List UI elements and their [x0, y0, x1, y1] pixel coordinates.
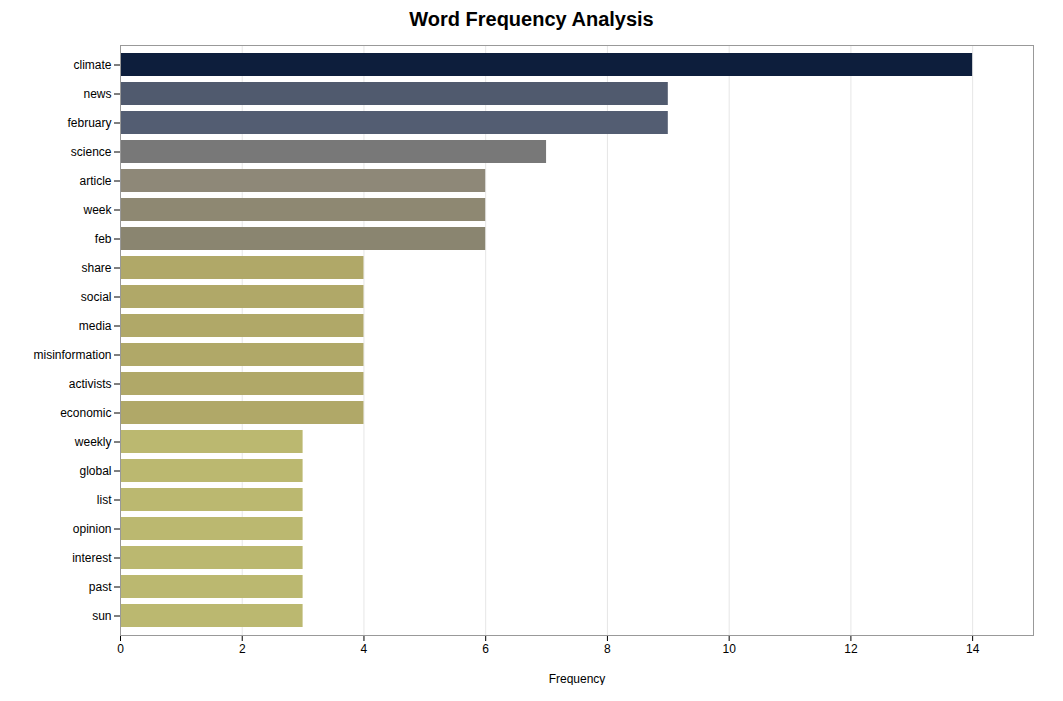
- svg-text:news: news: [83, 87, 111, 101]
- svg-text:social: social: [81, 290, 112, 304]
- svg-text:past: past: [89, 580, 112, 594]
- html-text:Word Frequency Analysis: Word Frequency Analysis: [409, 8, 654, 30]
- svg-text:climate: climate: [73, 58, 111, 72]
- svg-text:week: week: [82, 203, 112, 217]
- svg-text:14: 14: [966, 642, 980, 656]
- svg-text:opinion: opinion: [73, 522, 112, 536]
- svg-text:interest: interest: [72, 551, 112, 565]
- svg-text:weekly: weekly: [74, 435, 112, 449]
- svg-text:activists: activists: [69, 377, 112, 391]
- svg-text:sun: sun: [92, 609, 111, 623]
- svg-text:12: 12: [844, 642, 858, 656]
- svg-text:0: 0: [117, 642, 124, 656]
- svg-text:article: article: [79, 174, 111, 188]
- svg-text:global: global: [79, 464, 111, 478]
- svg-text:4: 4: [361, 642, 368, 656]
- svg-text:Frequency: Frequency: [549, 672, 606, 686]
- svg-text:media: media: [79, 319, 112, 333]
- svg-text:2: 2: [239, 642, 246, 656]
- svg-text:share: share: [81, 261, 111, 275]
- svg-text:8: 8: [604, 642, 611, 656]
- svg-text:economic: economic: [60, 406, 111, 420]
- svg-text:6: 6: [482, 642, 489, 656]
- svg-text:misinformation: misinformation: [33, 348, 111, 362]
- svg-text:science: science: [71, 145, 112, 159]
- svg-text:february: february: [67, 116, 111, 130]
- svg-text:feb: feb: [95, 232, 112, 246]
- svg-text:10: 10: [722, 642, 736, 656]
- svg-text:list: list: [97, 493, 112, 507]
